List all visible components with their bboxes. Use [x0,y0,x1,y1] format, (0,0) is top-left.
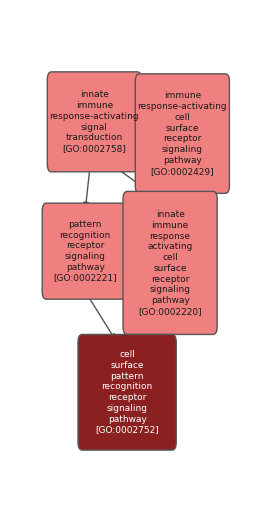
FancyBboxPatch shape [47,72,142,172]
Text: innate
immune
response-activating
signal
transduction
[GO:0002758]: innate immune response-activating signal… [50,91,139,153]
Text: cell
surface
pattern
recognition
receptor
signaling
pathway
[GO:0002752]: cell surface pattern recognition recepto… [95,350,159,434]
FancyBboxPatch shape [42,203,128,299]
Text: immune
response-activating
cell
surface
receptor
signaling
pathway
[GO:0002429]: immune response-activating cell surface … [138,92,227,176]
FancyBboxPatch shape [135,74,229,193]
Text: pattern
recognition
receptor
signaling
pathway
[GO:0002221]: pattern recognition receptor signaling p… [53,220,117,282]
FancyBboxPatch shape [78,334,176,450]
Text: innate
immune
response
activating
cell
surface
receptor
signaling
pathway
[GO:00: innate immune response activating cell s… [138,210,202,316]
FancyBboxPatch shape [123,191,217,334]
